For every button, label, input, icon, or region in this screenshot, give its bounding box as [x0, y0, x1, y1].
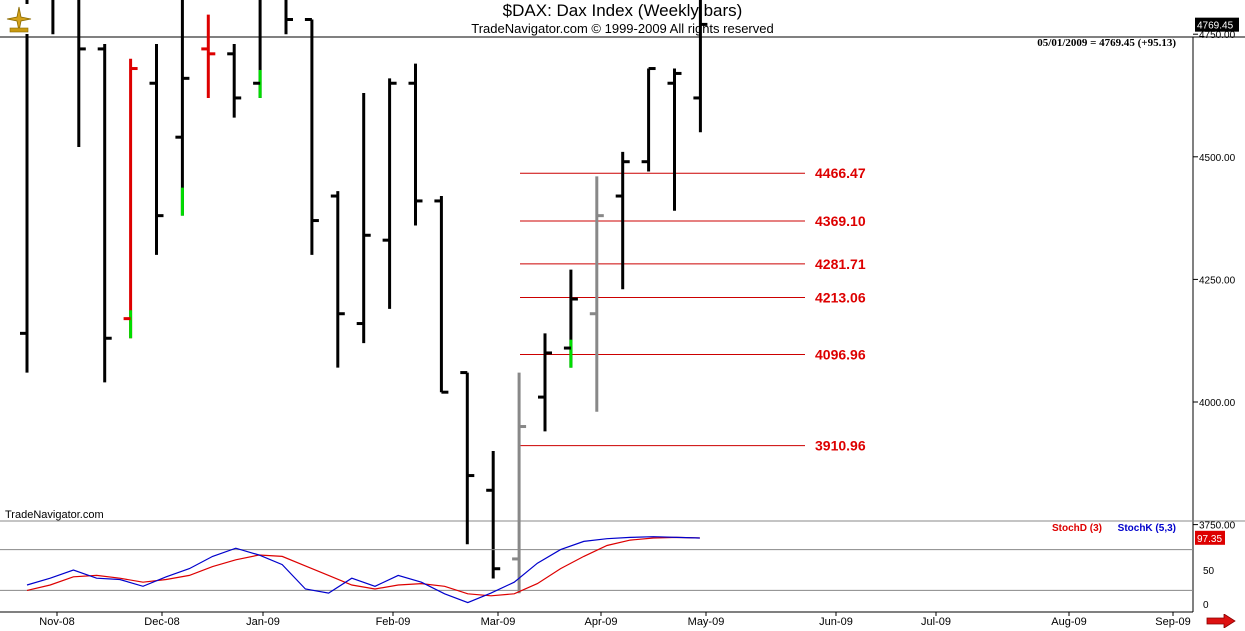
ohlc-bar — [641, 67, 656, 172]
chart-subtitle: TradeNavigator.com © 1999-2009 All right… — [471, 21, 774, 36]
price-bars — [20, 0, 708, 594]
date-tick-label: Dec-08 — [144, 616, 179, 628]
ohlc-bar — [356, 93, 371, 344]
level-label: 4281.71 — [815, 256, 866, 272]
stoch-last-label: 97.35 — [1197, 534, 1222, 545]
stoch-series-line — [26, 536, 700, 604]
ohlc-bar — [563, 269, 578, 368]
ohlc-bar — [97, 44, 112, 383]
stochd-legend: StochD (3) — [1052, 523, 1102, 534]
stoch-last-box — [1195, 530, 1225, 545]
stoch-series-line — [26, 536, 700, 597]
stochk-legend: StochK (5,3) — [1118, 523, 1176, 534]
stochastic-panel: 0 50 StochD (3) StochK (5,3) 97.35 — [0, 523, 1225, 611]
date-tick-label: Jul-09 — [921, 616, 951, 628]
price-tick-label: 4250.00 — [1199, 275, 1236, 286]
ohlc-bar — [589, 176, 604, 412]
last-price-box — [1195, 17, 1239, 32]
ohlc-bar — [201, 14, 216, 98]
ohlc-bar — [486, 451, 501, 579]
level-lines: 5411.005295.125114.095010.404943.084860.… — [520, 165, 866, 454]
date-tick-label: Sep-09 — [1155, 616, 1190, 628]
ohlc-bar — [667, 68, 682, 211]
price-axis: 3750.004000.004250.004500.004750.005000.… — [1193, 17, 1239, 532]
ohlc-bar — [284, 0, 293, 35]
price-tick-label: 4500.00 — [1199, 153, 1236, 164]
ohlc-bar — [538, 333, 552, 432]
ohlc-bar — [434, 196, 449, 394]
level-label: 3910.96 — [815, 438, 866, 454]
date-axis: Nov-08 Dec-08 Jan-09 Feb-09 Mar-09 Apr-09 May-… — [39, 612, 1191, 628]
ohlc-bar — [330, 191, 345, 368]
date-tick-label: Nov-08 — [39, 616, 74, 628]
ohlc-bar — [460, 371, 475, 545]
price-tick-label: 3750.00 — [1199, 521, 1236, 532]
ohlc-bar — [123, 58, 138, 339]
chart-title: $DAX: Dax Index (Weekly bars) — [502, 1, 743, 20]
ohlc-bar — [615, 151, 630, 290]
info-readout: 05/01/2009 = 4769.45 (+95.13) — [1037, 37, 1176, 49]
ohlc-bar — [693, 0, 708, 133]
stoch-tick-label: 0 — [1203, 600, 1209, 611]
level-label: 4096.96 — [815, 346, 866, 362]
date-tick-label: Jan-09 — [246, 616, 280, 628]
ohlc-bar — [512, 372, 527, 594]
watermark-label: TradeNavigator.com — [5, 509, 104, 521]
ohlc-bar — [77, 0, 86, 147]
ohlc-bar — [149, 44, 164, 255]
last-price-label: 4769.45 — [1197, 21, 1234, 32]
date-tick-label: Feb-09 — [376, 616, 411, 628]
price-tick-label: 4750.00 — [1199, 30, 1236, 41]
level-label: 4213.06 — [815, 290, 866, 306]
date-tick-label: Jun-09 — [819, 616, 853, 628]
scroll-right-arrow-icon[interactable] — [1206, 614, 1236, 628]
date-tick-label: Aug-09 — [1051, 616, 1086, 628]
ohlc-bar — [175, 0, 190, 216]
ohlc-bar — [382, 78, 397, 309]
date-tick-label: Apr-09 — [584, 616, 617, 628]
trade-navigator-logo-icon[interactable] — [4, 4, 34, 34]
level-label: 4369.10 — [815, 213, 866, 229]
price-tick-label: 4000.00 — [1199, 398, 1236, 409]
ohlc-bar — [20, 0, 29, 373]
level-label: 4466.47 — [815, 165, 866, 181]
ohlc-bar — [253, 0, 262, 98]
ohlc-bar — [304, 17, 319, 255]
ohlc-bar — [408, 63, 423, 226]
stoch-tick-label: 50 — [1203, 566, 1215, 577]
ohlc-bar — [227, 44, 242, 118]
chart-labels: 05/01/2009 = 4769.45 (+95.13) TradeNavig… — [5, 37, 1176, 521]
date-tick-label: Mar-09 — [481, 616, 516, 628]
date-tick-label: May-09 — [688, 616, 725, 628]
